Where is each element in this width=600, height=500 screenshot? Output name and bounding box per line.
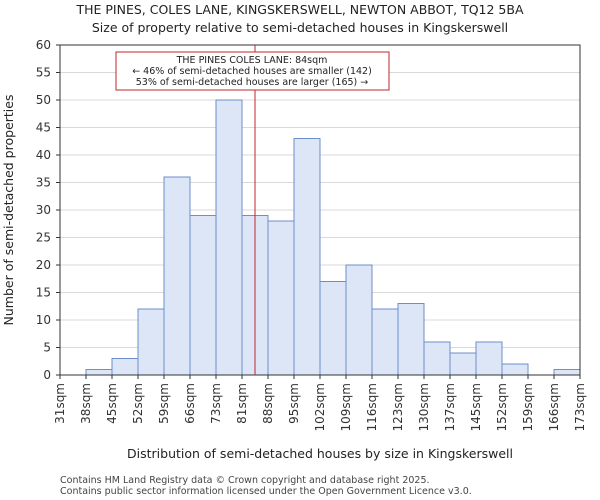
x-tick-label: 130sqm bbox=[417, 383, 431, 431]
y-tick-label: 0 bbox=[43, 368, 51, 382]
y-tick-label: 35 bbox=[36, 176, 51, 190]
x-tick-label: 66sqm bbox=[183, 383, 197, 424]
x-tick-label: 109sqm bbox=[339, 383, 353, 431]
bar-130sqm bbox=[423, 341, 451, 376]
x-tick-label: 102sqm bbox=[313, 383, 327, 431]
y-tick-label: 25 bbox=[36, 231, 51, 245]
bar-145sqm bbox=[475, 341, 503, 376]
y-tick-label: 60 bbox=[36, 38, 51, 52]
bars bbox=[85, 99, 581, 376]
bar-102sqm bbox=[319, 281, 347, 376]
x-axis-ticks: 31sqm 38sqm 45sqm 52sqm 59sqm 66sqm 73sqm 81sqm… bbox=[53, 375, 587, 431]
y-tick-label: 20 bbox=[36, 258, 51, 272]
y-axis-ticks: 0 5 10 15 20 25 30 35 40 45 50 55 60 bbox=[36, 38, 60, 382]
annotation-box: THE PINES COLES LANE: 84sqm ← 46% of sem… bbox=[115, 51, 390, 91]
x-tick-label: 31sqm bbox=[53, 383, 67, 424]
annotation-smaller: ← 46% of semi-detached houses are smalle… bbox=[132, 66, 372, 77]
x-tick-label: 45sqm bbox=[105, 383, 119, 424]
x-tick-label: 81sqm bbox=[235, 383, 249, 424]
footer-copyright: Contains HM Land Registry data © Crown c… bbox=[60, 475, 430, 486]
chart-title: THE PINES, COLES LANE, KINGSKERSWELL, NE… bbox=[75, 2, 523, 17]
annotation-larger: 53% of semi-detached houses are larger (… bbox=[136, 77, 369, 88]
y-tick-label: 30 bbox=[36, 203, 51, 217]
y-tick-label: 10 bbox=[36, 313, 51, 327]
bar-137sqm bbox=[449, 352, 477, 376]
y-tick-label: 45 bbox=[36, 121, 51, 135]
annotation-title: THE PINES COLES LANE: 84sqm bbox=[176, 55, 328, 66]
bar-45sqm bbox=[111, 358, 139, 376]
y-tick-label: 50 bbox=[36, 93, 51, 107]
x-tick-label: 123sqm bbox=[391, 383, 405, 431]
x-tick-label: 59sqm bbox=[157, 383, 171, 424]
bar-95sqm bbox=[293, 138, 321, 376]
x-tick-label: 173sqm bbox=[573, 383, 587, 431]
bar-52sqm bbox=[137, 308, 165, 376]
x-axis-label: Distribution of semi-detached houses by … bbox=[127, 446, 513, 461]
chart-subtitle: Size of property relative to semi-detach… bbox=[92, 20, 508, 35]
y-tick-label: 5 bbox=[43, 341, 51, 355]
x-tick-label: 73sqm bbox=[209, 383, 223, 424]
bar-38sqm bbox=[85, 369, 113, 376]
x-tick-label: 38sqm bbox=[79, 383, 93, 424]
x-tick-label: 166sqm bbox=[547, 383, 561, 431]
bar-73sqm bbox=[215, 99, 243, 376]
bar-88sqm bbox=[267, 220, 295, 376]
x-tick-label: 159sqm bbox=[521, 383, 535, 431]
x-tick-label: 95sqm bbox=[287, 383, 301, 424]
bar-109sqm bbox=[345, 264, 373, 376]
bar-152sqm bbox=[501, 363, 529, 376]
bar-116sqm bbox=[371, 308, 399, 376]
y-tick-label: 15 bbox=[36, 286, 51, 300]
footer-licence: Contains public sector information licen… bbox=[60, 486, 472, 497]
x-tick-label: 145sqm bbox=[469, 383, 483, 431]
annotation-frame bbox=[115, 51, 390, 91]
x-tick-label: 137sqm bbox=[443, 383, 457, 431]
bar-123sqm bbox=[397, 303, 425, 376]
x-tick-label: 52sqm bbox=[131, 383, 145, 424]
bar-59sqm bbox=[163, 176, 191, 376]
y-tick-label: 40 bbox=[36, 148, 51, 162]
y-axis-label: Number of semi-detached properties bbox=[1, 95, 16, 326]
x-tick-label: 116sqm bbox=[365, 383, 379, 431]
x-tick-label: 88sqm bbox=[261, 383, 275, 424]
y-tick-label: 55 bbox=[36, 66, 51, 80]
x-tick-label: 152sqm bbox=[495, 383, 509, 431]
bar-66sqm bbox=[189, 215, 217, 376]
bar-166sqm bbox=[553, 369, 581, 376]
